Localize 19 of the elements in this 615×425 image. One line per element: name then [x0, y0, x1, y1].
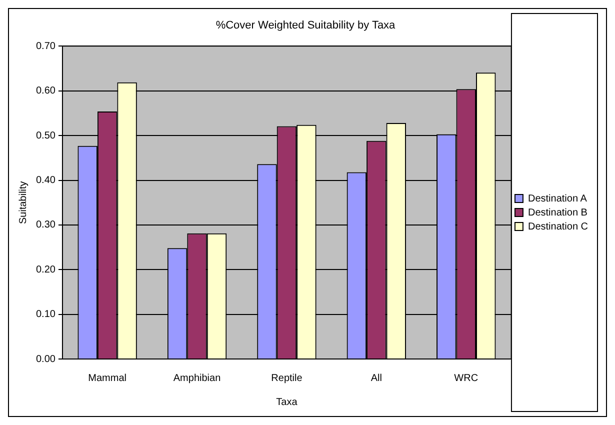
x-axis-title: Taxa — [276, 396, 298, 408]
y-tick-label: 0.70 — [36, 40, 56, 52]
legend-label: Destination B — [528, 207, 588, 218]
x-tick-label: WRC — [454, 372, 478, 384]
y-tick-label: 0.20 — [36, 264, 56, 276]
y-tick-label: 0.50 — [36, 130, 56, 142]
y-tick-label: 0.60 — [36, 86, 56, 97]
legend-label: Destination C — [528, 221, 588, 232]
y-tick-label: 0.30 — [36, 220, 56, 231]
legend-label: Destination A — [528, 193, 588, 204]
x-tick-label: All — [370, 372, 382, 384]
x-tick-label: Mammal — [88, 372, 126, 384]
x-tick-label: Reptile — [271, 372, 303, 384]
y-tick-label: 0.40 — [36, 175, 56, 186]
y-tick-label: 0.10 — [36, 309, 56, 320]
x-tick-label: Amphibian — [173, 372, 221, 384]
chart-title: %Cover Weighted Suitability by Taxa — [216, 20, 396, 32]
y-tick-label: 0.00 — [36, 354, 56, 365]
y-axis-title: Suitability — [18, 181, 29, 224]
